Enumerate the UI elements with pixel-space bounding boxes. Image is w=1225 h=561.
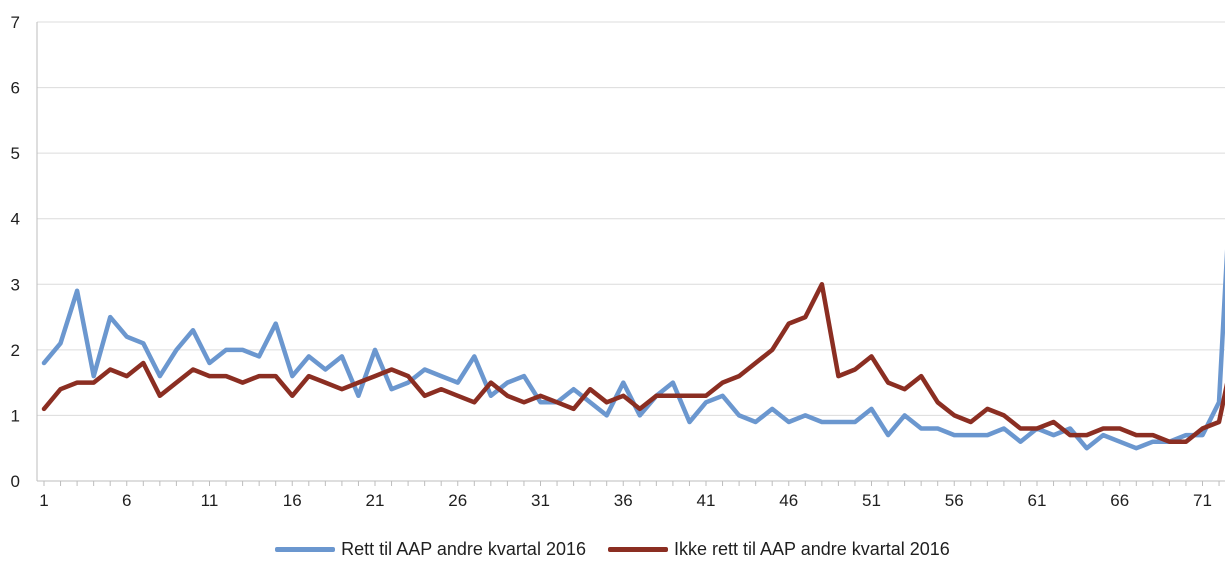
legend-label-rett: Rett til AAP andre kvartal 2016 (341, 538, 586, 559)
x-tick-label: 66 (1110, 491, 1129, 510)
x-tick-label: 1 (39, 491, 48, 510)
x-tick-label: 16 (283, 491, 302, 510)
y-tick-label: 5 (11, 144, 20, 163)
y-tick-label: 3 (11, 275, 20, 294)
legend-swatch-rett (275, 546, 336, 552)
x-tick-label: 11 (201, 491, 219, 510)
x-tick-label: 41 (697, 491, 716, 510)
x-tick-label: 46 (779, 491, 798, 510)
y-tick-label: 4 (11, 210, 20, 229)
x-tick-label: 56 (945, 491, 964, 510)
y-tick-label: 6 (11, 79, 20, 98)
legend-swatch-ikke-rett (607, 546, 668, 552)
legend: Rett til AAP andre kvartal 2016 Ikke ret… (0, 537, 1225, 561)
series-line-rett (41, 249, 1225, 451)
x-tick-label: 36 (614, 491, 633, 510)
x-tick-label: 21 (366, 491, 385, 510)
series-line-ikke-rett (41, 282, 1225, 444)
x-axis: 1 6 11 16 21 26 31 36 41 46 51 56 61 66 71 (37, 480, 1225, 510)
legend-label-ikke-rett: Ikke rett til AAP andre kvartal 2016 (673, 538, 950, 559)
gridlines (37, 21, 1225, 482)
y-tick-label: 2 (11, 341, 20, 360)
legend-item-rett: Rett til AAP andre kvartal 2016 (275, 539, 586, 560)
y-axis: 0 1 2 3 4 5 6 7 (11, 13, 38, 491)
x-tick-label: 71 (1193, 491, 1212, 510)
x-tick-label: 6 (122, 491, 131, 510)
x-tick-label: 31 (531, 491, 550, 510)
legend-item-ikke-rett: Ikke rett til AAP andre kvartal 2016 (607, 538, 950, 560)
x-tick-label: 51 (862, 491, 881, 510)
y-tick-label: 0 (11, 472, 20, 491)
x-tick-label: 26 (448, 491, 467, 510)
y-tick-label: 7 (11, 13, 20, 32)
series-lines (41, 249, 1225, 451)
x-tick-label: 61 (1028, 491, 1047, 510)
y-tick-label: 1 (11, 406, 20, 425)
